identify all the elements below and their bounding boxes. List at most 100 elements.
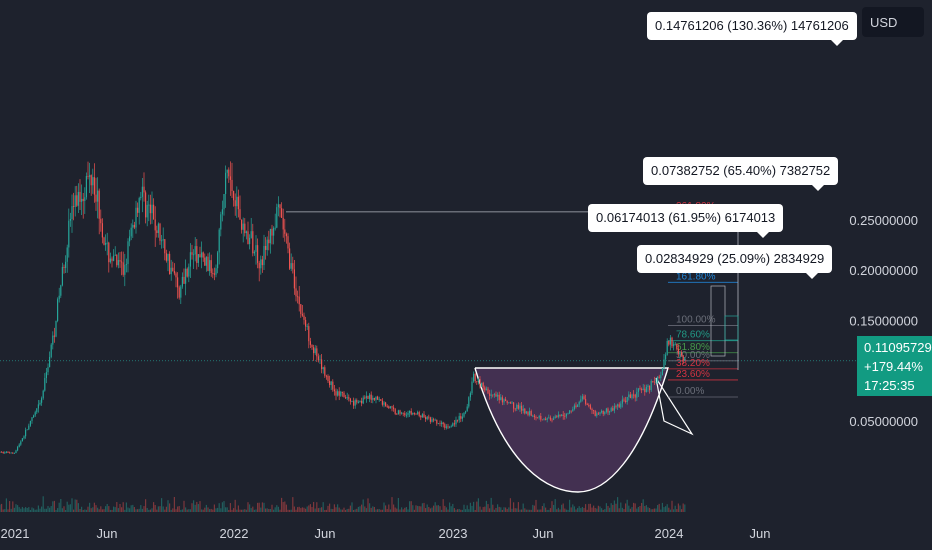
candle-body: [346, 397, 348, 399]
volume-bar: [561, 504, 563, 512]
volume-bar: [335, 507, 337, 512]
volume-bar: [452, 503, 454, 512]
volume-bar: [578, 506, 580, 512]
volume-bar: [173, 496, 175, 512]
candle-body: [577, 404, 579, 407]
candle-body: [413, 412, 415, 414]
candle-body: [607, 408, 609, 413]
volume-bar: [162, 506, 164, 512]
volume-bar: [81, 506, 83, 512]
candle-body: [489, 393, 491, 396]
volume-bar: [473, 501, 475, 512]
y-axis-tick-label: 0.15000000: [849, 314, 918, 329]
volume-bar: [41, 506, 43, 512]
volume-bar: [146, 507, 148, 512]
candle-body: [591, 408, 593, 411]
candle-body: [372, 397, 374, 400]
volume-bar: [613, 500, 615, 512]
volume-bar: [525, 509, 527, 512]
volume-bar: [218, 503, 220, 512]
candle-body: [370, 394, 372, 400]
candle-body: [149, 204, 151, 214]
fib-level-label: 78.60%: [676, 330, 710, 341]
candle-body: [386, 406, 388, 408]
volume-bar: [301, 507, 303, 512]
candle-body: [441, 422, 443, 425]
volume-bar: [623, 509, 625, 512]
candle-body: [657, 376, 659, 383]
volume-bar: [556, 509, 558, 512]
candle-body: [119, 260, 121, 262]
volume-bar: [42, 496, 44, 512]
candle-body: [503, 399, 505, 403]
volume-bar: [612, 504, 614, 512]
volume-bar: [322, 502, 324, 512]
candle-body: [423, 414, 425, 418]
volume-bar: [378, 509, 380, 512]
candle-body: [572, 409, 574, 412]
volume-bar: [591, 507, 593, 512]
candle-body: [63, 266, 65, 268]
volume-bar: [372, 506, 374, 512]
candle-body: [252, 231, 254, 254]
candle-body: [57, 299, 59, 321]
volume-bar: [50, 506, 52, 512]
candle-body: [605, 408, 607, 412]
volume-bar: [122, 502, 124, 512]
volume-bar: [404, 507, 406, 512]
fib-level-label: 0.00%: [676, 386, 704, 397]
volume-bar: [351, 502, 353, 512]
volume-bar: [602, 509, 604, 512]
candle-body: [13, 452, 15, 454]
volume-bar: [354, 509, 356, 512]
volume-bar: [165, 506, 167, 512]
candle-body: [26, 429, 28, 431]
candle-body: [196, 246, 198, 263]
candle-body: [661, 368, 663, 376]
volume-bar: [506, 509, 508, 512]
candle-body: [586, 403, 588, 405]
candle-body: [501, 397, 503, 403]
candle-body: [20, 441, 22, 445]
volume-bar: [105, 506, 107, 512]
volume-bar: [71, 498, 73, 512]
volume-bar: [625, 503, 627, 512]
candle-body: [449, 427, 451, 429]
volume-bar: [68, 504, 70, 512]
candle-body: [249, 237, 251, 245]
volume-bar: [330, 508, 332, 512]
currency-button-label: USD: [870, 14, 898, 30]
volume-bar: [485, 500, 487, 512]
candle-body: [601, 410, 603, 413]
volume-bar: [447, 509, 449, 512]
volume-bar: [52, 501, 54, 512]
volume-bar: [405, 507, 407, 512]
fib-level-label: 38.20%: [676, 358, 710, 369]
candle-body: [239, 209, 241, 220]
candle-body: [505, 399, 507, 402]
candle-body: [247, 231, 249, 245]
candle-body: [461, 416, 463, 419]
currency-button[interactable]: USD: [862, 7, 924, 37]
candle-body: [473, 373, 475, 382]
candle-body: [1, 451, 3, 453]
candle-body: [236, 196, 238, 207]
candle-body: [164, 239, 166, 254]
candle-body: [34, 412, 36, 416]
volume-bar: [337, 504, 339, 512]
volume-bar: [441, 509, 443, 512]
volume-bar: [503, 507, 505, 512]
volume-bar: [396, 508, 398, 512]
candle-body: [402, 412, 404, 414]
volume-bar: [9, 501, 11, 512]
candle-body: [673, 344, 675, 347]
volume-bar: [341, 509, 343, 512]
measure-label-2: 0.07382752 (65.40%) 7382752: [643, 157, 839, 191]
volume-bar: [58, 502, 60, 512]
volume-bar: [226, 507, 228, 512]
candle-body: [581, 396, 583, 400]
volume-bar: [385, 505, 387, 512]
volume-bar: [450, 506, 452, 512]
